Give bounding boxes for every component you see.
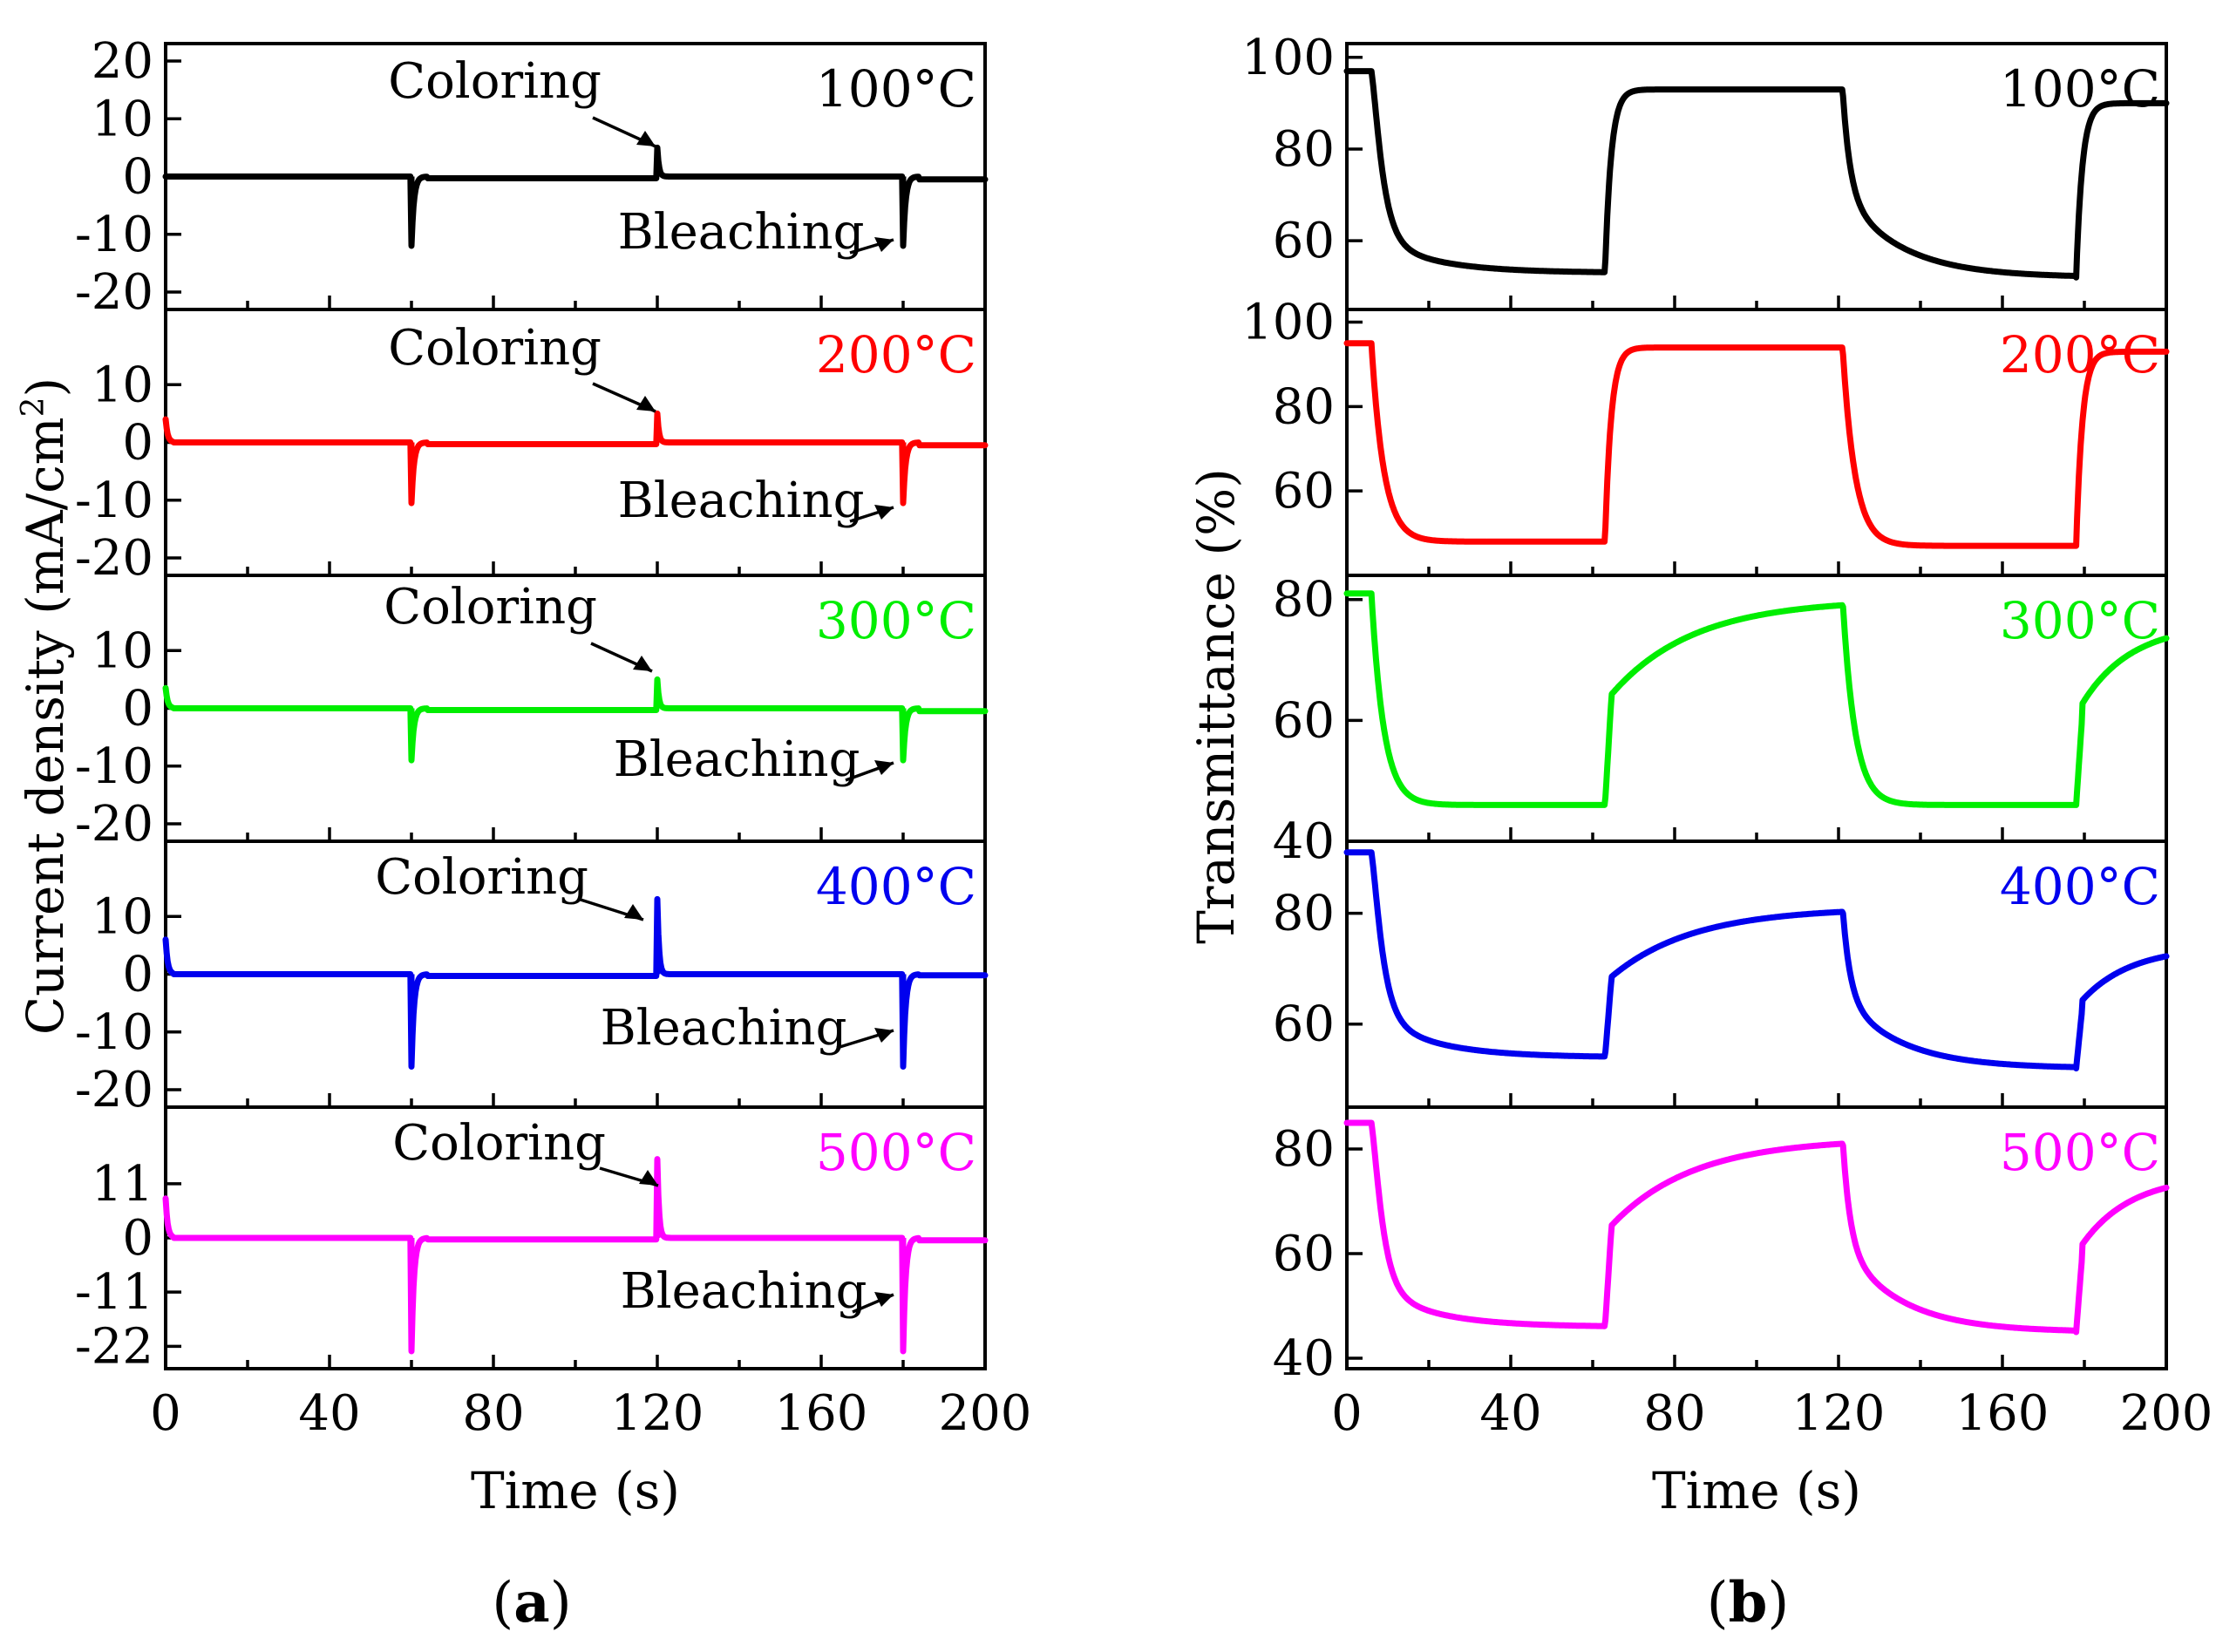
coloring-annotation: Coloring [388,53,602,110]
panel-b-series-0 [1343,68,2170,281]
coloring-arrowhead [636,131,656,146]
panel-a-xtick-label: 0 [150,1385,181,1442]
panel-a-ytick-label: 10 [92,888,153,945]
panel-b-temp-label: 200°C [2000,325,2160,384]
coloring-arrowhead [624,904,643,920]
coloring-annotation: Coloring [388,320,602,377]
panel-a-ylabel-close: ) [16,377,75,398]
panel-a-ytick-label: 10 [92,357,153,413]
coloring-arrowhead [639,1170,658,1186]
panel-b-ytick-label: 80 [1273,378,1335,435]
panel-a-ytick-label: 0 [122,415,153,472]
panel-a-ytick-label: 11 [92,1156,153,1213]
coloring-arrowhead [633,656,652,671]
panel-b-series-2 [1343,590,2170,808]
panel-a-ytick-label: -20 [75,796,153,853]
bleaching-annotation: Bleaching [618,472,865,529]
panel-a-ytick-label: -20 [75,264,153,321]
panel-b-xtick-label: 200 [2120,1385,2213,1442]
panel-b-ytick-label: 40 [1273,1330,1335,1387]
panel-b-ytick-label: 40 [1273,813,1335,870]
panel-b-label: (b) [1707,1570,1790,1635]
panel-b-ytick-label: 60 [1273,1226,1335,1282]
panel-b-temp-label: 300°C [2000,591,2160,650]
panel-b-ytick-label: 60 [1273,692,1335,749]
panel-b-ytick-label: 60 [1273,463,1335,520]
panel-b-ylabel: Transmittance (%) [1186,468,1246,944]
panel-a-ytick-label: -22 [75,1318,153,1375]
panel-b-ytick-label: 80 [1273,1121,1335,1178]
panel-b-label-letter: b [1729,1570,1768,1635]
panel-b-ytick-label: 60 [1273,213,1335,269]
panel-b-xtick-label: 80 [1643,1385,1705,1442]
panel-a-xtick-label: 80 [462,1385,524,1442]
coloring-arrowhead [636,396,656,411]
panel-a-xtick-label: 120 [611,1385,704,1442]
bleaching-arrowhead [874,505,894,520]
panel-a-xtick-label: 160 [775,1385,868,1442]
panel-a-ytick-label: 0 [122,681,153,738]
panel-a-ytick-label: 20 [92,33,153,90]
panel-a-ytick-label: 10 [92,91,153,147]
panel-a-series-3 [162,895,989,1070]
panel-b-ytick-label: 100 [1241,295,1335,351]
coloring-annotation: Coloring [392,1115,606,1172]
panel-a-ytick-label: -10 [75,738,153,795]
bleaching-arrowhead [874,237,894,252]
panel-a-ytick-label: -10 [75,207,153,263]
panel-a-xlabel: Time (s) [471,1461,680,1520]
panel-b-ytick-label: 60 [1273,996,1335,1053]
panel-b-ytick-label: 100 [1241,30,1335,86]
bleaching-annotation: Bleaching [601,1000,847,1057]
panel-a-temp-label: 500°C [816,1123,976,1182]
bleaching-annotation: Bleaching [618,204,865,261]
panel-b-temp-label: 500°C [2000,1123,2160,1182]
panel-a-ytick-label: -11 [75,1264,153,1321]
panel-b-temp-label: 100°C [2000,59,2160,119]
panel-a-ytick-label: 0 [122,1210,153,1267]
panel-b-xlabel: Time (s) [1652,1461,1861,1520]
panel-a-xtick-label: 40 [298,1385,360,1442]
panel-b-xtick-label: 160 [1956,1385,2049,1442]
bleaching-annotation: Bleaching [614,731,860,788]
panel-a-series-0 [162,144,989,249]
panel-b-xtick-label: 0 [1331,1385,1363,1442]
bleaching-arrowhead [874,760,894,775]
panel-a-temp-label: 100°C [816,59,976,119]
panel-a-ylabel-main: Current density (mA/cm [16,417,75,1035]
coloring-annotation: Coloring [384,579,597,636]
panel-a-ylabel-sup: 2 [16,397,51,417]
panel-a-label: (a) [492,1570,571,1635]
panel-b-series-4 [1343,1119,2170,1336]
panel-b-series-3 [1343,849,2170,1071]
panel-a-ytick-label: 0 [122,149,153,206]
panel-b-series-1 [1343,340,2170,549]
bleaching-arrowhead [874,1292,894,1307]
panel-a-ytick-label: 10 [92,622,153,679]
panel-a-label-letter: a [513,1570,549,1635]
coloring-annotation: Coloring [375,849,588,906]
panel-a-xtick-label: 200 [939,1385,1032,1442]
panel-a-temp-label: 200°C [816,325,976,384]
panel-b-temp-label: 400°C [2000,857,2160,916]
panel-a-temp-label: 400°C [816,857,976,916]
panel-a-ytick-label: -10 [75,472,153,529]
panel-a-ytick-label: -20 [75,1062,153,1118]
bleaching-annotation: Bleaching [621,1263,867,1320]
panel-b-xtick-label: 120 [1792,1385,1886,1442]
panel-a-series-2 [162,676,989,764]
panel-b-ytick-label: 80 [1273,886,1335,942]
panel-a-series-4 [162,1156,989,1355]
panel-a-ytick-label: -10 [75,1004,153,1061]
panel-b-xtick-label: 40 [1479,1385,1541,1442]
panel-a-temp-label: 300°C [816,591,976,650]
panel-a-ytick-label: -20 [75,530,153,587]
panel-a-series-1 [162,410,989,506]
panel-a-ylabel: Current density (mA/cm2) [16,377,75,1035]
panel-b-ytick-label: 80 [1273,572,1335,629]
panel-a-ytick-label: 0 [122,947,153,1003]
bleaching-arrowhead [874,1028,894,1043]
panel-b-ytick-label: 80 [1273,121,1335,178]
